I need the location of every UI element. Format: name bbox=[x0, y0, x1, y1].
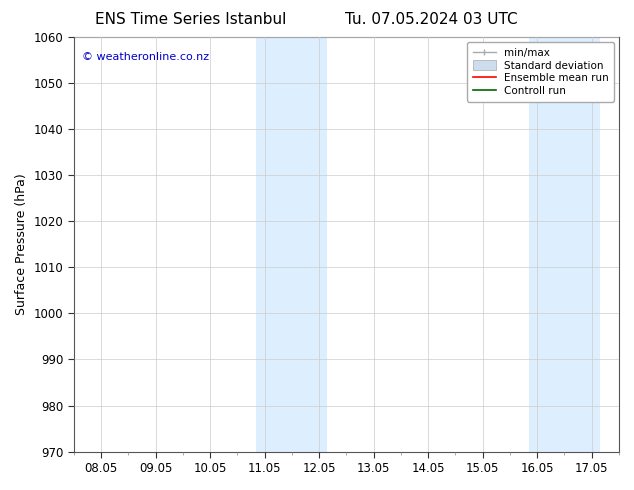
Bar bbox=[529, 37, 600, 452]
Bar bbox=[256, 37, 327, 452]
Legend: min/max, Standard deviation, Ensemble mean run, Controll run: min/max, Standard deviation, Ensemble me… bbox=[467, 42, 614, 101]
Y-axis label: Surface Pressure (hPa): Surface Pressure (hPa) bbox=[15, 173, 28, 315]
Text: ENS Time Series Istanbul: ENS Time Series Istanbul bbox=[94, 12, 286, 27]
Text: Tu. 07.05.2024 03 UTC: Tu. 07.05.2024 03 UTC bbox=[345, 12, 517, 27]
Text: © weatheronline.co.nz: © weatheronline.co.nz bbox=[82, 51, 209, 62]
